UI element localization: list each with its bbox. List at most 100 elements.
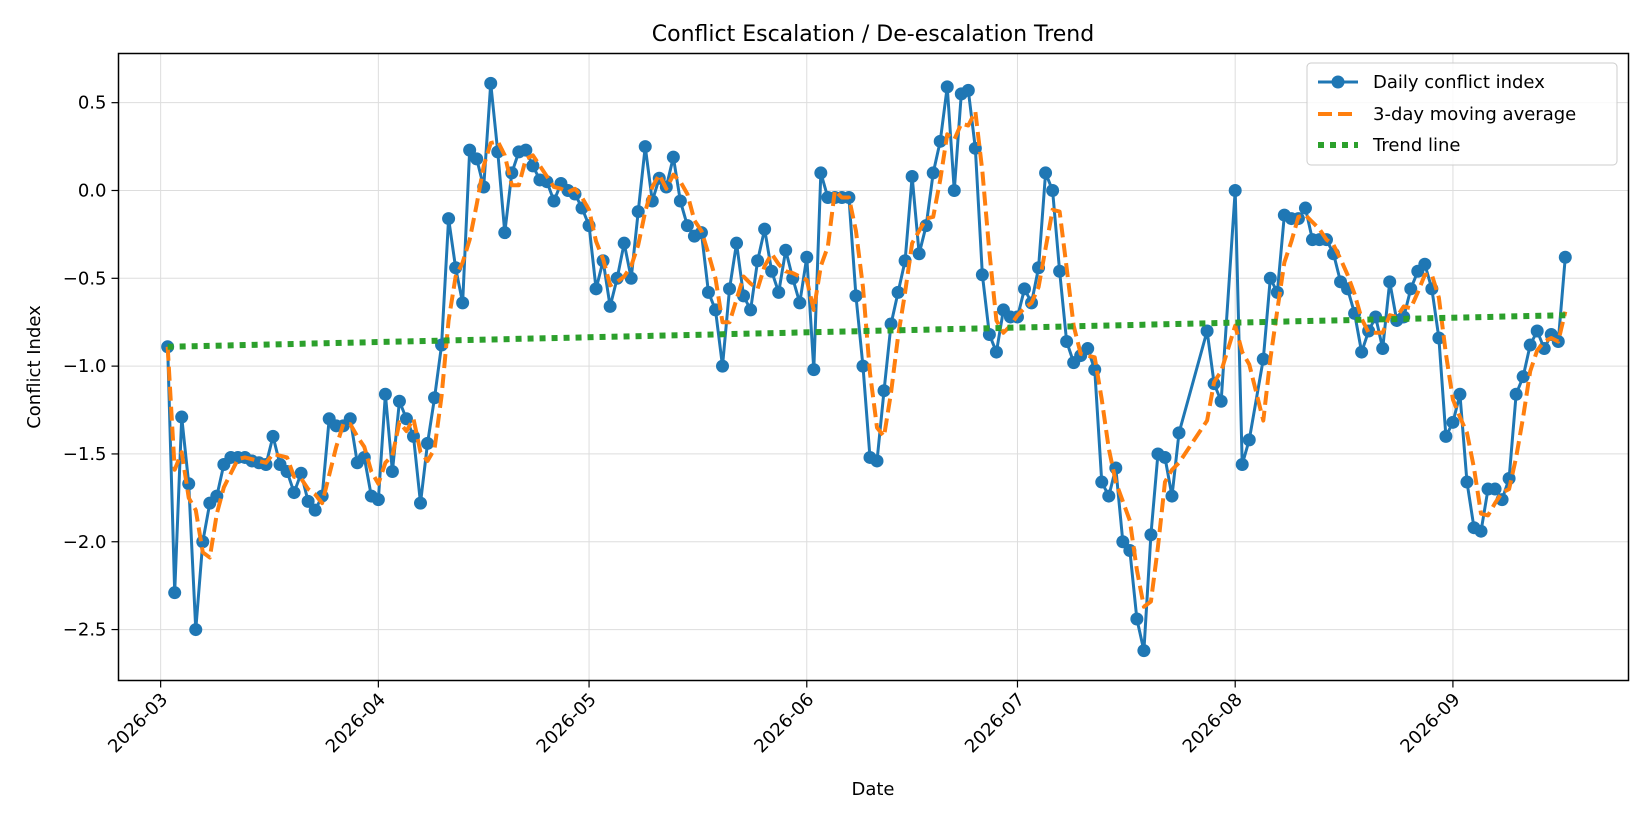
data-point-daily [463,143,477,157]
data-point-daily [266,429,280,443]
data-point-daily [989,345,1003,359]
series-layer [161,76,1572,658]
data-point-daily [617,236,631,250]
data-point-daily [498,226,512,240]
data-point-daily [1172,426,1186,440]
data-point-daily [399,412,413,426]
data-point-daily [1383,275,1397,289]
data-point-daily [1432,331,1446,345]
data-point-daily [1235,457,1249,471]
data-point-daily [519,143,533,157]
data-point-daily [701,285,715,299]
data-point-daily [456,296,470,310]
data-point-daily [751,254,765,268]
data-point-daily [484,76,498,90]
data-point-daily [392,394,406,408]
data-point-daily [814,166,828,180]
data-point-daily [856,359,870,373]
data-point-daily [1376,342,1390,356]
data-point-daily [1137,644,1151,658]
data-point-daily [1158,450,1172,464]
data-point-daily [294,466,308,480]
y-axis-label: Conflict Index [24,305,45,429]
data-point-daily [758,222,772,236]
data-point-daily [371,493,385,507]
data-point-daily [730,236,744,250]
data-point-daily [470,152,484,166]
series-line-trend [167,312,1566,350]
legend: Daily conflict index 3-day moving averag… [1306,62,1618,166]
data-point-daily [624,271,638,285]
data-point-daily [800,250,814,264]
y-tick-label: −0.5 [63,268,107,289]
data-point-daily [1298,201,1312,215]
data-point-daily [926,166,940,180]
data-point-daily [744,303,758,317]
x-tick-label: 2026-07 [961,689,1029,757]
legend-label-trend: Trend line [1372,135,1460,156]
data-point-daily [1530,324,1544,338]
y-tick-label: −1.0 [63,356,107,377]
chart-title: Conflict Escalation / De-escalation Tren… [652,22,1094,47]
data-point-daily [1228,183,1242,197]
legend-box [1306,62,1618,166]
legend-label-moving-average: 3-day moving average [1373,104,1576,125]
data-point-daily [1558,250,1572,264]
data-point-daily [168,586,182,600]
data-point-daily [807,363,821,377]
data-point-daily [947,183,961,197]
data-point-daily [933,134,947,148]
x-tick-label: 2026-03 [104,689,172,757]
data-point-daily [1144,528,1158,542]
data-point-daily [378,387,392,401]
data-point-daily [1018,282,1031,296]
series-line-moving-average [165,109,1568,609]
data-point-daily [870,454,884,468]
data-point-daily [716,359,729,373]
data-point-daily [308,503,322,517]
data-point-daily [547,194,561,208]
data-point-daily [189,623,203,637]
data-point-daily [919,219,933,233]
data-point-daily [287,486,301,500]
data-point-daily [891,285,905,299]
data-point-daily [1095,475,1109,489]
data-point-daily [442,212,456,226]
y-tick-label: 0.5 [78,93,107,114]
data-point-daily [589,282,603,296]
data-point-daily [1256,352,1270,366]
data-point-daily [1039,166,1053,180]
data-point-daily [343,412,357,426]
data-point-daily [680,219,694,233]
data-point-daily [603,299,617,313]
data-point-daily [1081,342,1095,356]
data-point-daily [1053,264,1067,278]
data-point-daily [631,205,645,219]
data-point-daily [1488,482,1502,496]
x-tick-label: 2026-04 [322,689,390,757]
data-point-daily [1418,257,1432,271]
x-tick-label: 2026-05 [533,689,601,757]
data-point-daily [1404,282,1418,296]
data-point-daily [428,391,442,405]
data-point-daily [779,243,793,257]
data-point-daily [1439,429,1453,443]
data-point-daily [1355,345,1369,359]
data-point-daily [793,296,807,310]
data-point-daily [1516,370,1530,384]
data-point-daily [638,140,652,154]
tick-layer: 2026-03 2026-04 2026-05 2026-06 2026-07 2026-… [63,93,1465,758]
data-point-daily [385,465,399,478]
data-point-daily [1130,612,1144,626]
data-point-daily [1102,489,1116,503]
y-tick-label: −1.5 [63,444,107,465]
data-point-daily [1453,387,1467,401]
data-point-daily [449,261,463,275]
data-point-daily [1046,183,1060,197]
x-axis-label: Date [851,779,894,800]
data-point-daily [723,282,737,296]
data-point-daily [1446,415,1460,429]
data-point-daily [1214,394,1228,408]
data-point-daily [877,384,891,398]
